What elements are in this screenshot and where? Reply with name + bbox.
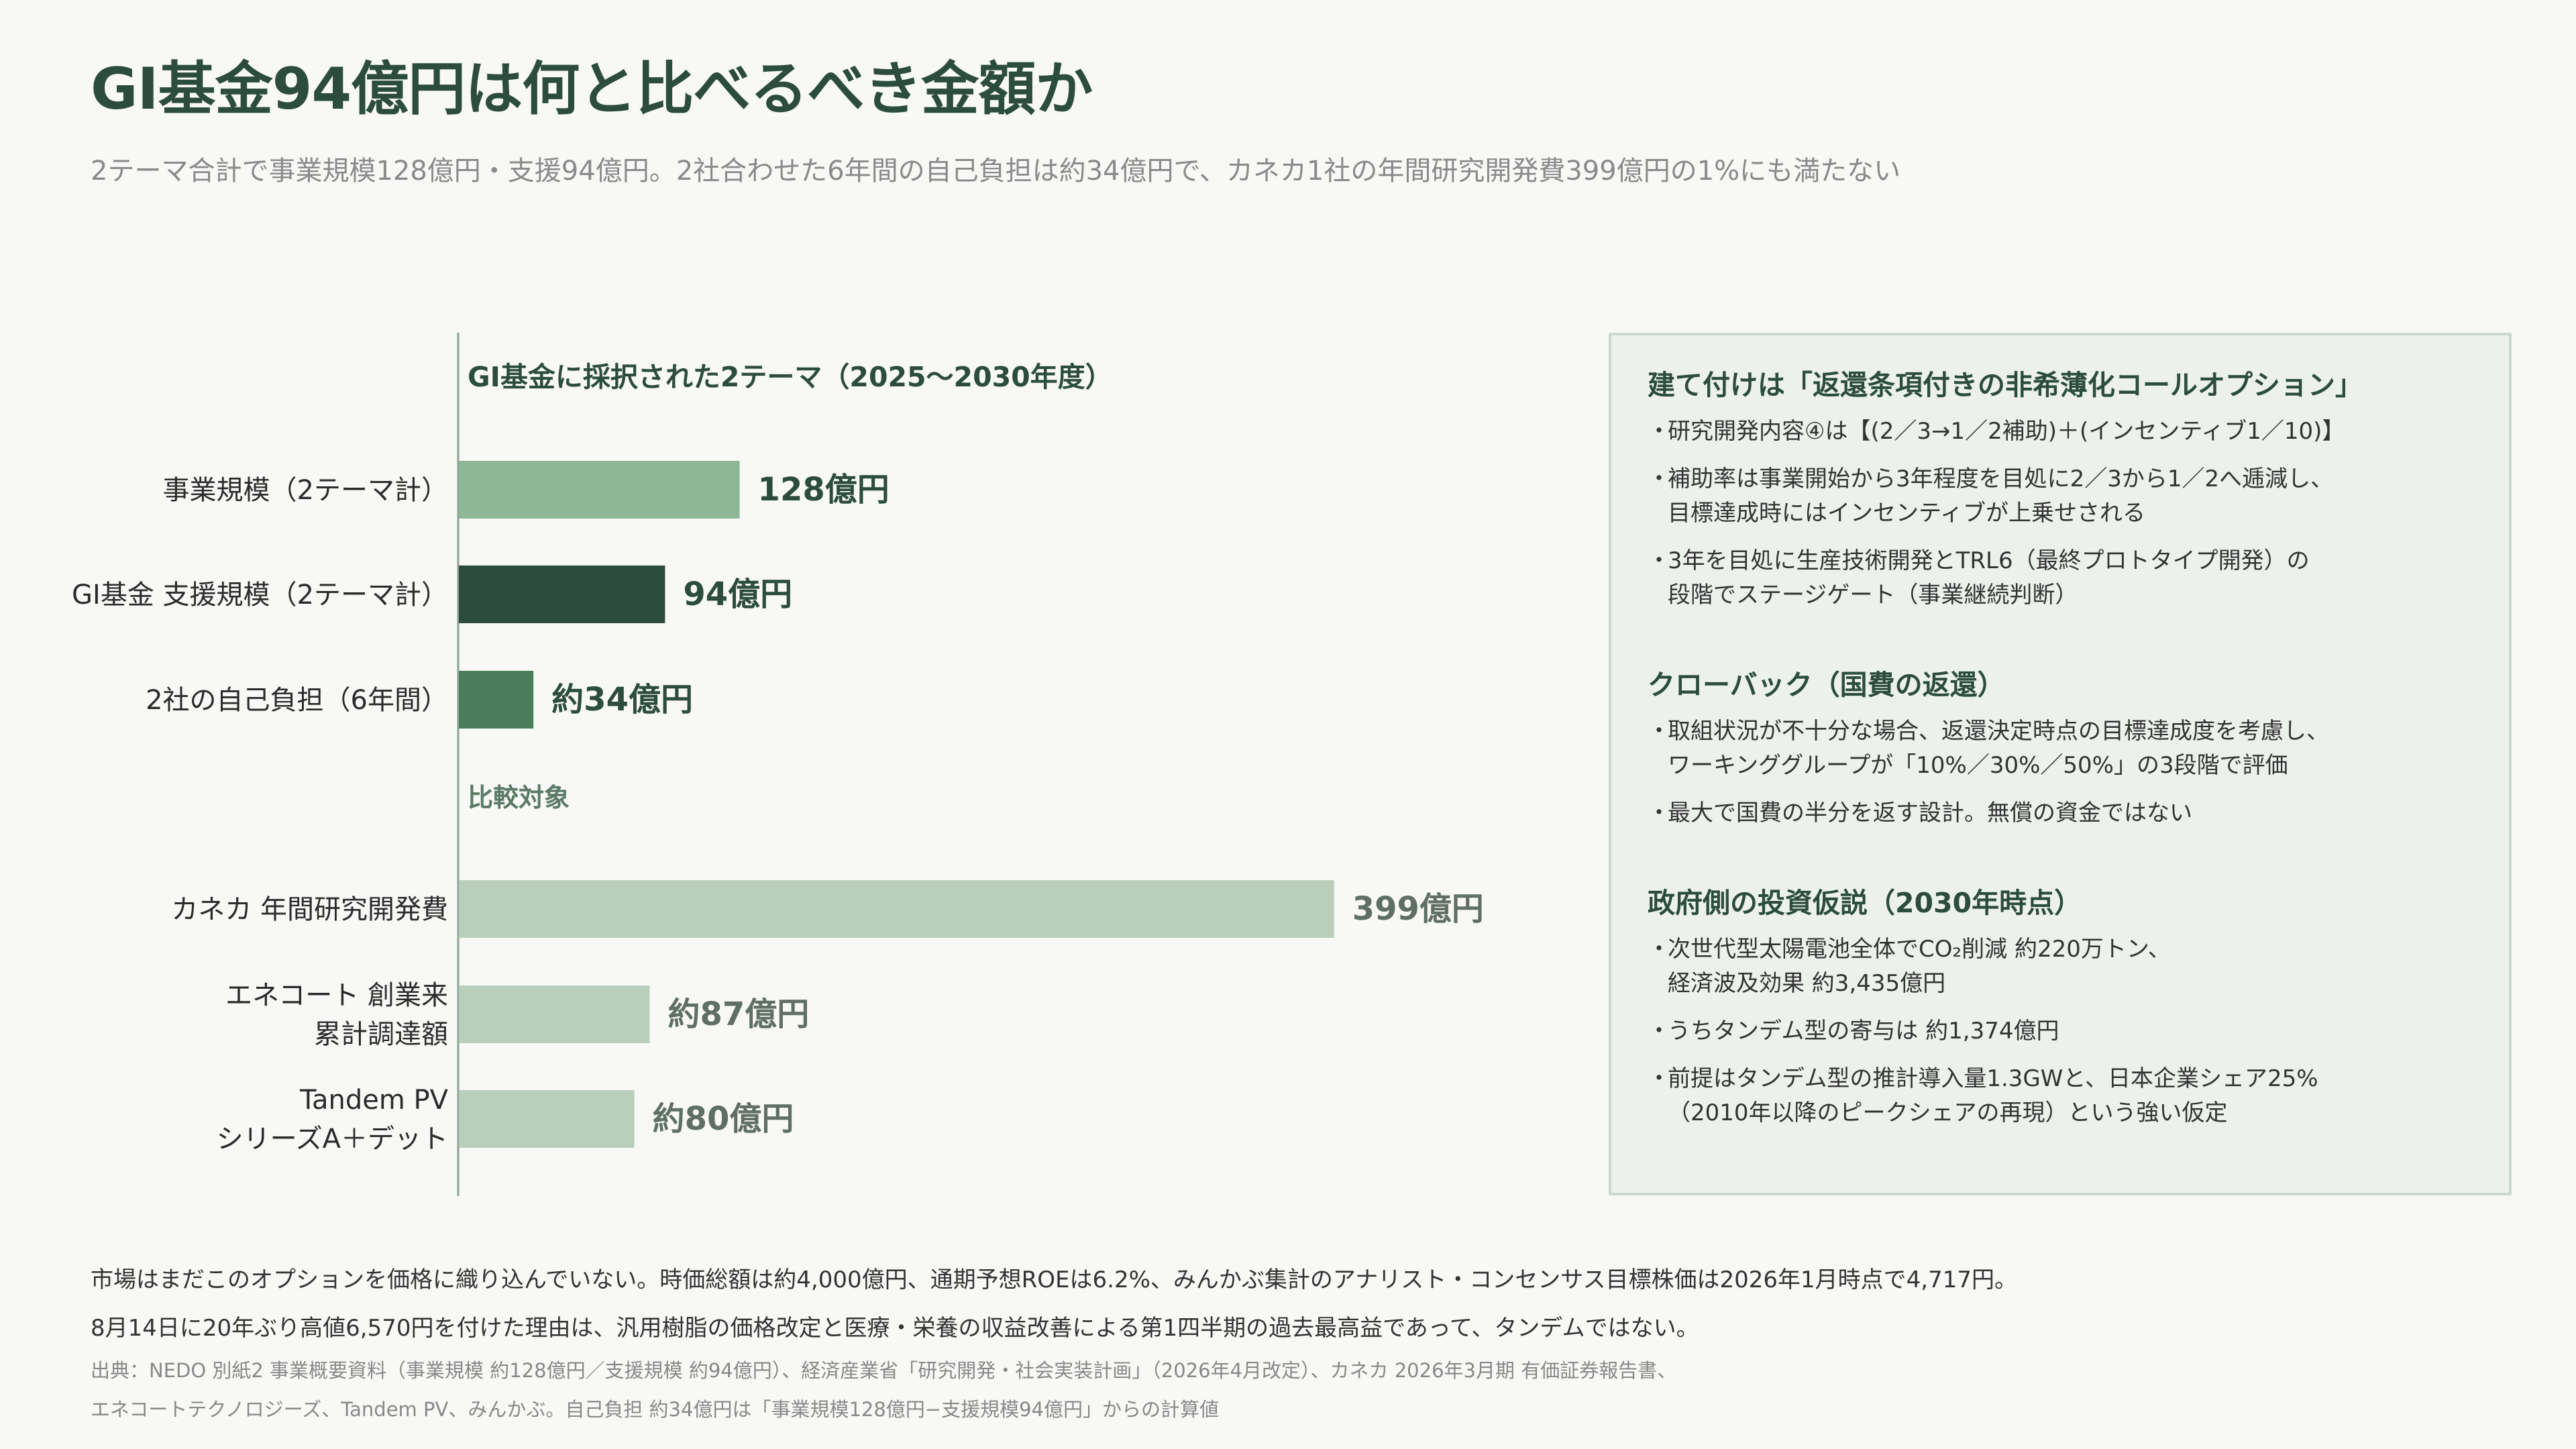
bullet-text: 最大で国費の半分を返す設計。無償の資金ではない bbox=[1668, 800, 2192, 826]
value-label: 399億円 bbox=[1352, 890, 1484, 928]
bullet-text: うちタンデム型の寄与は 約1,374億円 bbox=[1668, 1018, 2059, 1044]
source-line-2: エネコートテクノロジーズ、Tandem PV、みんかぶ。自己負担 約34億円は「… bbox=[91, 1398, 1220, 1421]
footer-line-2: 8月14日に20年ぶり高値6,570円を付けた理由は、汎用樹脂の価格改定と医療・… bbox=[91, 1315, 1699, 1342]
bullet-item: ・補助率は事業開始から3年程度を目処に2／3から1／2へ逓減し、 目標達成時には… bbox=[1648, 462, 2482, 531]
value-label: 128億円 bbox=[758, 471, 890, 508]
bullet-item: ・次世代型太陽電池全体でCO₂削減 約220万トン、 経済波及効果 約3,435… bbox=[1648, 932, 2482, 1001]
category-label: GI基金 支援規模（2テーマ計） bbox=[72, 580, 448, 610]
bullet-text: 補助率は事業開始から3年程度を目処に2／3から1／2へ逓減し、 目標達成時にはイ… bbox=[1668, 466, 2334, 527]
bar-chart: GI基金に採択された2テーマ（2025〜2030年度） 比較対象 128億円 事業規模… bbox=[72, 333, 1484, 1196]
value-label: 約34億円 bbox=[551, 681, 693, 718]
source-line-1: 出典：NEDO 別紙2 事業概要資料（事業規模 約128億円／支援規模 約94億… bbox=[91, 1359, 1677, 1382]
panel-section-structure: 建て付けは「返還条項付きの非希薄化コールオプション」 ・研究開発内容④は【(2／… bbox=[1648, 362, 2482, 612]
bar bbox=[459, 671, 534, 729]
group-label-comparison: 比較対象 bbox=[468, 783, 570, 812]
bullet-item: ・うちタンデム型の寄与は 約1,374億円 bbox=[1648, 1014, 2482, 1049]
bullet-item: ・前提はタンデム型の推計導入量1.3GWと、日本企業シェア25% （2010年以… bbox=[1648, 1062, 2482, 1130]
category-label: Tandem PV bbox=[299, 1085, 448, 1116]
category-label: カネカ 年間研究開発費 bbox=[171, 894, 448, 925]
footer-line-1: 市場はまだこのオプションを価格に織り込んでいない。時価総額は約4,000億円、通… bbox=[91, 1267, 2018, 1293]
bullet-text: 研究開発内容④は【(2／3→1／2補助)＋(インセンティブ1／10)】 bbox=[1668, 418, 2345, 445]
page-subtitle: 2テーマ合計で事業規模128億円・支援94億円。2社合わせた6年間の自己負担は約… bbox=[91, 156, 1901, 186]
category-label: 累計調達額 bbox=[314, 1019, 448, 1050]
panel-section-clawback: クローバック（国費の返還） ・取組状況が不十分な場合、返還決定時点の目標達成度を… bbox=[1648, 662, 2482, 830]
value-label: 94億円 bbox=[683, 576, 792, 613]
bullet-text: 取組状況が不十分な場合、返還決定時点の目標達成度を考慮し、 ワーキンググループが… bbox=[1668, 718, 2329, 779]
bullet-text: 前提はタンデム型の推計導入量1.3GWと、日本企業シェア25% （2010年以降… bbox=[1668, 1065, 2318, 1126]
section-title: 建て付けは「返還条項付きの非希薄化コールオプション」 bbox=[1648, 369, 2363, 401]
section-title: クローバック（国費の返還） bbox=[1648, 669, 2005, 701]
bullet-text: 3年を目処に生産技術開発とTRL6（最終プロトタイプ開発）の 段階でステージゲー… bbox=[1668, 547, 2310, 608]
bar bbox=[459, 985, 650, 1043]
chart-title: GI基金に採択された2テーマ（2025〜2030年度） bbox=[468, 361, 1113, 393]
category-label: 2社の自己負担（6年間） bbox=[146, 685, 448, 716]
bullet-item: ・研究開発内容④は【(2／3→1／2補助)＋(インセンティブ1／10)】 bbox=[1648, 415, 2482, 449]
panel-section-hypothesis: 政府側の投資仮説（2030年時点） ・次世代型太陽電池全体でCO₂削減 約220… bbox=[1648, 880, 2482, 1130]
page-title: GI基金94億円は何と比べるべき金額か bbox=[91, 56, 1093, 123]
bullet-text: 次世代型太陽電池全体でCO₂削減 約220万トン、 経済波及効果 約3,435億… bbox=[1668, 936, 2171, 997]
value-label: 約87億円 bbox=[667, 996, 809, 1033]
bar bbox=[459, 461, 740, 519]
category-label: シリーズA＋デット bbox=[217, 1124, 448, 1155]
bullet-item: ・最大で国費の半分を返す設計。無償の資金ではない bbox=[1648, 796, 2482, 830]
bullet-item: ・取組状況が不十分な場合、返還決定時点の目標達成度を考慮し、 ワーキンググループ… bbox=[1648, 714, 2482, 783]
value-label: 約80億円 bbox=[653, 1100, 794, 1138]
bar bbox=[459, 880, 1334, 938]
category-label: 事業規模（2テーマ計） bbox=[163, 475, 448, 506]
category-label: エネコート 創業来 bbox=[225, 980, 448, 1011]
section-title: 政府側の投資仮説（2030年時点） bbox=[1648, 887, 2082, 919]
bar bbox=[459, 566, 665, 623]
context-panel: 建て付けは「返還条項付きの非希薄化コールオプション」 ・研究開発内容④は【(2／… bbox=[1609, 333, 2512, 1195]
bar bbox=[459, 1090, 635, 1148]
bullet-item: ・ 3年を目処に生産技術開発とTRL6（最終プロトタイプ開発）の 段階でステージゲ… bbox=[1648, 544, 2482, 612]
